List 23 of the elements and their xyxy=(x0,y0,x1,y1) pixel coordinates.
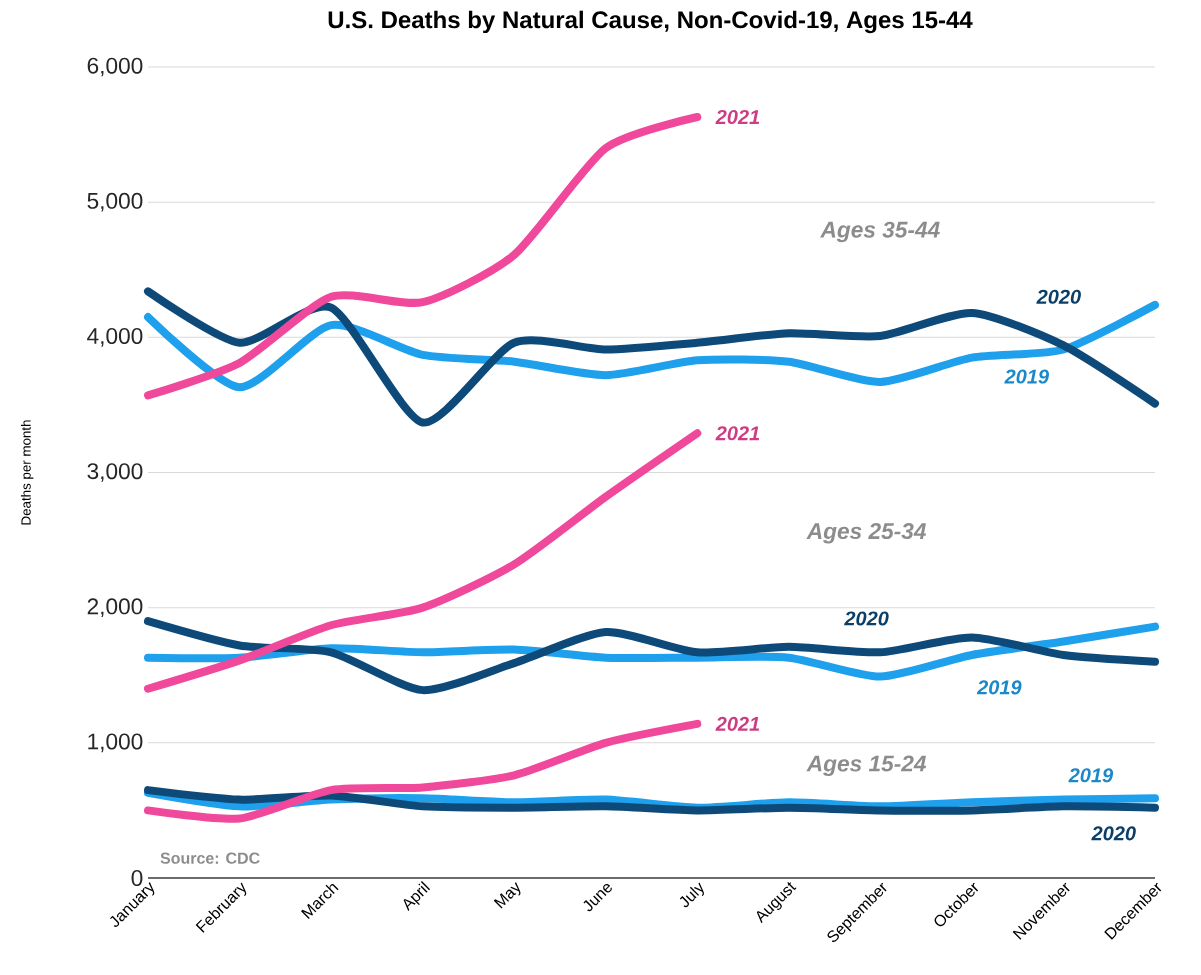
y-tick-label: 3,000 xyxy=(87,463,143,482)
x-tick-label: May xyxy=(493,882,521,909)
series-label: 2021 xyxy=(715,426,760,441)
series-label: 2019 xyxy=(1068,768,1114,783)
y-tick-label: 5,000 xyxy=(87,192,143,212)
series-label: 2020 xyxy=(1036,289,1081,304)
y-tick-label: 2,000 xyxy=(87,598,143,618)
y-tick-label: 6,000 xyxy=(87,57,143,77)
series-label: 2020 xyxy=(1091,826,1136,841)
annotation: Ages 15-24 xyxy=(806,755,927,777)
series-label: 2019 xyxy=(976,680,1022,695)
chart-title: U.S. Deaths by Natural Cause, Non-Covid-19, Ages 15-44 xyxy=(328,10,973,34)
x-tick-label: July xyxy=(679,882,704,908)
series-label: 2019 xyxy=(1004,369,1049,384)
y-tick-label: 4,000 xyxy=(87,327,143,347)
series-label: 2020 xyxy=(844,611,889,626)
annotation: Ages 35-44 xyxy=(820,221,940,243)
annotation: Source: CDC xyxy=(160,852,260,864)
series-label: 2021 xyxy=(715,109,760,125)
y-axis-title: Deaths per month xyxy=(20,420,34,525)
annotation: Ages 25-34 xyxy=(806,523,927,544)
series-label: 2021 xyxy=(715,716,760,731)
y-tick-label: 1,000 xyxy=(88,733,143,753)
